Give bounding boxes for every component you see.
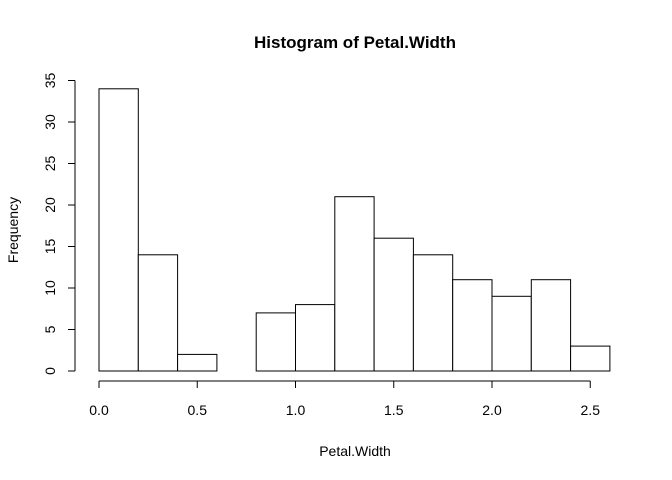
bars-group — [98, 88, 611, 372]
y-tick-label-0: 0 — [42, 367, 58, 375]
histogram-bar-4 — [255, 312, 297, 372]
y-axis-label: Frequency — [5, 197, 21, 263]
x-tick-label-2: 1.0 — [286, 402, 306, 418]
histogram-bar-8 — [412, 254, 454, 372]
x-tick-label-0: 0.0 — [89, 402, 109, 418]
x-tick-label-3: 1.5 — [384, 402, 404, 418]
histogram-bar-2 — [177, 353, 218, 372]
y-tick-label-7: 35 — [42, 73, 58, 89]
y-tick-label-3: 15 — [42, 239, 58, 255]
x-tick-label-1: 0.5 — [188, 402, 208, 418]
histogram-bar-7 — [373, 237, 414, 372]
x-axis: 0.0 0.5 1.0 1.5 2.0 2.5 — [89, 380, 601, 418]
x-tick-label-5: 2.5 — [581, 402, 601, 418]
histogram-bar-10 — [491, 295, 532, 372]
y-tick-label-6: 30 — [42, 114, 58, 130]
y-tick-label-2: 10 — [42, 280, 58, 296]
x-tick-label-4: 2.0 — [482, 402, 502, 418]
y-tick-label-1: 5 — [42, 325, 58, 333]
histogram-bar-12 — [570, 345, 611, 372]
histogram-bar-9 — [452, 279, 493, 372]
y-axis: 0 5 10 15 20 25 30 35 — [42, 73, 76, 375]
histogram-bar-1 — [137, 254, 179, 372]
histogram-bar-0 — [98, 88, 139, 372]
x-axis-label: Petal.Width — [319, 443, 391, 459]
histogram-bar-6 — [334, 196, 375, 372]
chart-title: Histogram of Petal.Width — [254, 33, 456, 52]
histogram-bar-5 — [295, 304, 336, 372]
y-tick-label-5: 25 — [42, 156, 58, 172]
histogram-bar-11 — [530, 279, 572, 372]
y-tick-label-4: 20 — [42, 197, 58, 213]
